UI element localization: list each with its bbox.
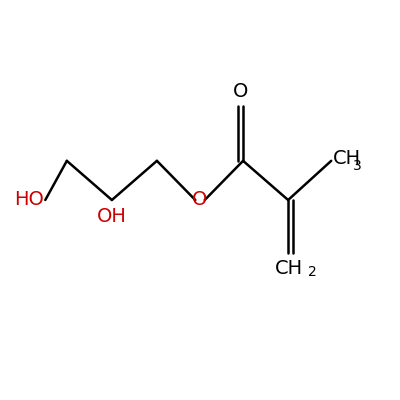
- Text: O: O: [192, 190, 208, 210]
- Text: CH: CH: [275, 259, 303, 278]
- Text: OH: OH: [97, 207, 127, 226]
- Text: CH: CH: [333, 149, 361, 168]
- Text: HO: HO: [14, 190, 44, 210]
- Text: 3: 3: [353, 158, 362, 172]
- Text: O: O: [233, 82, 248, 101]
- Text: 2: 2: [308, 265, 317, 279]
